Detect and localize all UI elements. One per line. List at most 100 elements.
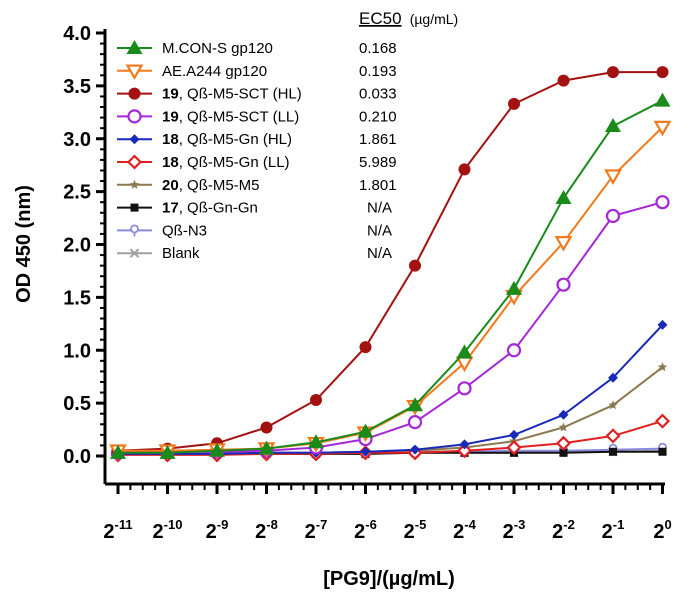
legend-marker	[127, 109, 142, 124]
ec50-value: 0.168	[359, 40, 397, 57]
series-6	[113, 362, 668, 458]
legend-compound-number: 18	[162, 154, 179, 171]
legend-item: Qß-N3 N/A	[117, 222, 392, 239]
y-axis-title: OD 450 (nm)	[13, 185, 35, 303]
data-point	[310, 393, 322, 406]
legend-item: Blank N/A	[117, 245, 392, 262]
legend-series-name: M.CON-S gp120	[162, 40, 273, 57]
x-axis-title: [PG9]/(µg/mL)	[323, 568, 455, 590]
x-tick-label: 2-1	[602, 517, 625, 543]
x-tick-label: 2-4	[453, 517, 476, 543]
legend-label: AE.A244 gp120	[162, 63, 267, 80]
x-tick-base: 2	[255, 521, 266, 543]
data-point	[360, 446, 371, 457]
data-point	[407, 397, 423, 412]
legend-item: 19, Qß-M5-SCT (HL) 0.033	[117, 86, 397, 103]
data-point	[456, 443, 473, 459]
legend-series-name: AE.A244 gp120	[162, 63, 267, 80]
legend-item: 20, Qß-M5-M5 1.801	[117, 177, 397, 194]
legend-compound-number: 18	[162, 131, 179, 148]
legend-label: 17, Qß-Gn-Gn	[162, 200, 258, 217]
legend-label: 18, Qß-M5-Gn (HL)	[162, 131, 292, 148]
x-tick-label: 20	[653, 517, 671, 543]
series-4	[113, 319, 668, 459]
series-0	[110, 92, 671, 459]
series-line	[117, 201, 663, 454]
x-tick-base: 2	[453, 521, 464, 543]
data-point	[506, 343, 522, 358]
legend-compound-number: 17	[162, 200, 179, 217]
data-point	[110, 444, 126, 459]
data-point	[555, 189, 572, 204]
y-tick-label: 2.0	[63, 235, 91, 257]
legend-marker	[126, 154, 143, 170]
data-point	[509, 429, 519, 440]
data-point	[607, 66, 619, 79]
x-tick-base: 2	[552, 521, 563, 543]
data-point	[556, 277, 571, 292]
data-point	[554, 236, 573, 252]
ec50-value: 0.210	[359, 108, 397, 125]
legend-marker	[130, 203, 139, 212]
x-tick-base: 2	[153, 521, 164, 543]
data-point	[359, 341, 372, 354]
ec50-value: N/A	[367, 245, 392, 262]
data-point	[653, 120, 672, 137]
legend-series-name: , Qß-M5-M5	[179, 177, 260, 194]
legend-label: Qß-N3	[162, 222, 207, 239]
y-tick-label: 0.5	[63, 393, 91, 415]
data-point	[605, 118, 621, 133]
series-line	[118, 324, 664, 455]
data-point	[559, 448, 568, 457]
legend-marker	[130, 224, 139, 237]
legend-compound-number: 19	[162, 86, 179, 103]
data-point	[657, 319, 668, 330]
y-tick-label: 1.5	[63, 287, 91, 309]
data-point	[209, 442, 225, 457]
x-tick-base: 2	[354, 521, 365, 543]
data-point	[658, 447, 667, 456]
data-point	[456, 344, 473, 359]
x-tick-label: 2-6	[354, 517, 377, 543]
x-tick-exponent: -9	[217, 517, 229, 532]
data-point	[608, 372, 618, 383]
data-point	[407, 415, 423, 430]
legend-marker	[125, 64, 144, 81]
legend-item: 19, Qß-M5-SCT (LL) 0.210	[117, 108, 397, 125]
x-tick-exponent: -8	[266, 517, 278, 532]
legend-label: 18, Qß-M5-Gn (LL)	[162, 154, 290, 171]
y-tick-label: 3.5	[63, 76, 91, 98]
x-tick-base: 2	[404, 521, 415, 543]
data-point	[260, 421, 273, 434]
legend-marker	[129, 179, 140, 189]
legend-marker	[129, 248, 140, 258]
legend-item: 17, Qß-Gn-Gn N/A	[117, 200, 392, 217]
legend-compound-number: 20	[162, 177, 179, 194]
legend-item: 18, Qß-M5-Gn (LL) 5.989	[117, 154, 397, 171]
legend-series-name: , Qß-M5-SCT (LL)	[179, 108, 300, 125]
series-layer	[109, 66, 672, 463]
legend-series-name: , Qß-Gn-Gn	[179, 200, 258, 217]
legend-marker	[129, 134, 140, 145]
ec50-value: N/A	[367, 222, 392, 239]
data-point	[409, 259, 421, 272]
pin-head	[130, 224, 139, 234]
data-point	[656, 66, 669, 79]
x-tick-label: 2-2	[552, 517, 575, 543]
ec50-value: 0.193	[359, 63, 397, 80]
x-tick-exponent: -10	[164, 517, 183, 532]
ec50-header-unit: (µg/mL)	[410, 11, 459, 27]
x-tick-label: 2-11	[103, 517, 132, 543]
data-point	[159, 444, 176, 459]
x-tick-label: 2-10	[153, 517, 183, 543]
x-tick-base: 2	[653, 521, 664, 543]
legend-series-name: Blank	[162, 245, 200, 262]
legend-label: M.CON-S gp120	[162, 40, 273, 57]
data-point	[308, 434, 324, 449]
data-point	[457, 381, 472, 396]
legend-label: 20, Qß-M5-M5	[162, 177, 260, 194]
ec50-value: 5.989	[359, 154, 397, 171]
data-point	[357, 423, 374, 438]
data-point	[506, 280, 522, 295]
